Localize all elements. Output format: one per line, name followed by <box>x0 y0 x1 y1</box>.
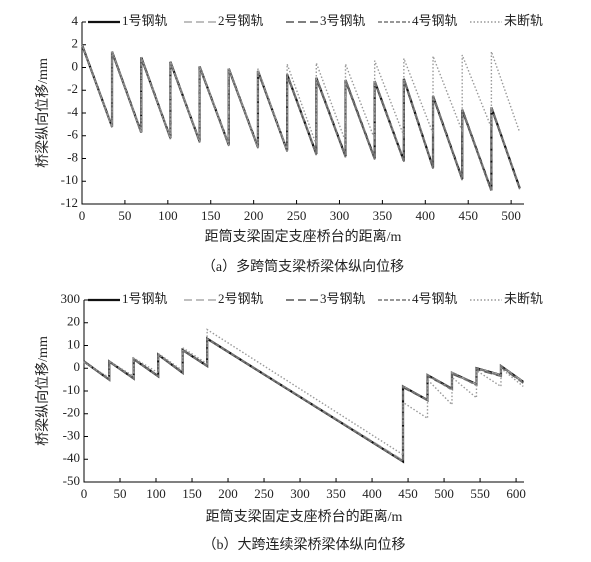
y-tick-label: 2 <box>72 36 79 51</box>
x-axis-label: 距筒支梁固定支座桥台的距离/m <box>206 508 403 525</box>
x-tick-label: 400 <box>416 208 436 223</box>
x-tick-label: 600 <box>506 486 526 501</box>
caption: （b）大跨连续梁桥梁体纵向位移 <box>203 536 406 553</box>
x-tick-label: 400 <box>362 486 382 501</box>
legend-label: 未断轨 <box>504 291 543 306</box>
legend-label: 3号钢轨 <box>320 13 366 28</box>
x-tick-label: 200 <box>218 486 238 501</box>
axis-frame <box>81 22 524 205</box>
legend-label: 1号钢轨 <box>122 13 168 28</box>
series-line <box>83 328 524 456</box>
x-tick-label: 250 <box>254 486 274 501</box>
y-tick-label: -50 <box>63 473 80 488</box>
x-tick-label: 500 <box>501 208 521 223</box>
x-tick-label: 50 <box>114 486 127 501</box>
x-tick-label: 250 <box>287 208 307 223</box>
axis-frame <box>83 300 524 483</box>
y-tick-label: -2 <box>67 81 78 96</box>
series-line <box>81 44 521 191</box>
legend-label: 2号钢轨 <box>218 13 264 28</box>
series-line <box>81 44 521 151</box>
series-line <box>81 44 521 190</box>
x-tick-label: 450 <box>458 208 478 223</box>
x-axis-label: 距筒支梁固定支座桥台的距离/m <box>205 228 402 245</box>
legend-label: 1号钢轨 <box>122 291 168 306</box>
y-tick-label: 0 <box>74 359 81 374</box>
x-tick-label: 150 <box>182 486 202 501</box>
x-tick-label: 100 <box>158 208 178 223</box>
x-tick-label: 100 <box>146 486 166 501</box>
x-tick-label: 450 <box>398 486 418 501</box>
y-tick-label: -8 <box>67 149 78 164</box>
x-tick-label: 550 <box>470 486 490 501</box>
y-tick-label: -4 <box>67 104 78 119</box>
y-axis-label: 桥梁纵向位移/mm <box>35 336 51 446</box>
y-tick-label: -12 <box>61 195 78 210</box>
x-tick-label: 200 <box>244 208 264 223</box>
y-tick-label: -10 <box>61 172 78 187</box>
y-tick-label: -6 <box>67 127 78 142</box>
x-tick-label: 300 <box>330 208 350 223</box>
legend-label: 2号钢轨 <box>218 291 264 306</box>
x-tick-label: 500 <box>434 486 454 501</box>
x-tick-label: 350 <box>373 208 393 223</box>
y-tick-label: 10 <box>67 336 80 351</box>
legend-label: 4号钢轨 <box>412 291 458 306</box>
x-tick-label: 300 <box>290 486 310 501</box>
series-line <box>80 44 521 191</box>
y-tick-label: -20 <box>63 405 80 420</box>
y-tick-label: 0 <box>72 58 79 73</box>
y-tick-label: 20 <box>67 314 80 329</box>
legend-label: 3号钢轨 <box>320 291 366 306</box>
y-tick-label: -40 <box>63 450 80 465</box>
x-tick-label: 150 <box>201 208 221 223</box>
x-tick-label: 50 <box>118 208 131 223</box>
x-tick-label: 0 <box>81 486 88 501</box>
x-tick-label: 350 <box>326 486 346 501</box>
series-line <box>81 44 521 192</box>
y-tick-label: 4 <box>72 13 79 28</box>
y-axis-label: 桥梁纵向位移/mm <box>35 58 51 168</box>
y-tick-label: 300 <box>61 291 81 306</box>
y-tick-label: -30 <box>63 427 80 442</box>
legend-label: 4号钢轨 <box>412 13 458 28</box>
y-tick-label: -10 <box>63 382 80 397</box>
x-tick-label: 0 <box>79 208 86 223</box>
caption: （a）多跨筒支梁桥梁体纵向位移 <box>202 258 404 275</box>
legend-label: 未断轨 <box>504 13 543 28</box>
series-line <box>83 337 524 463</box>
